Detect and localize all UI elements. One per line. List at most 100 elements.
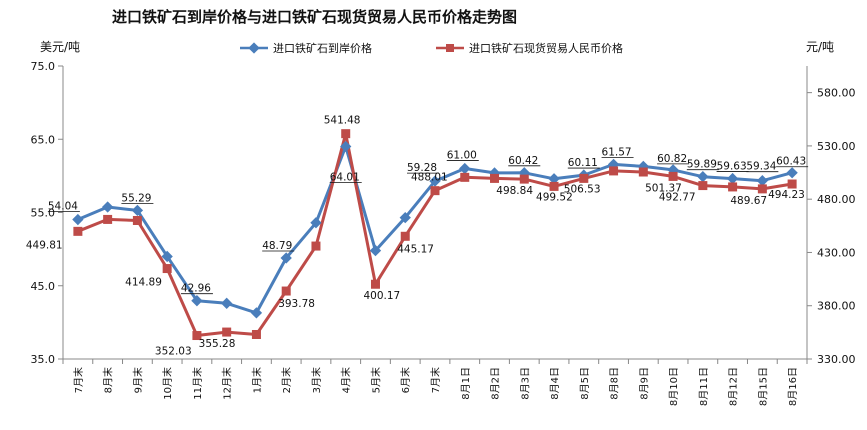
data-label-rmb-price: 393.78 bbox=[278, 298, 315, 310]
x-tick-label: 8月1日 bbox=[460, 367, 472, 400]
point-rmb-price bbox=[281, 286, 291, 296]
x-tick-label: 8月10日 bbox=[668, 367, 680, 406]
chart-title: 进口铁矿石到岸价格与进口铁矿石现货贸易人民币价格走势图 bbox=[112, 8, 517, 26]
x-tick-label: 3月末 bbox=[310, 367, 323, 393]
x-tick-label: 11月末 bbox=[191, 367, 204, 400]
point-cif-price bbox=[250, 307, 263, 319]
data-label-cif-price: 61.57 bbox=[602, 146, 632, 158]
right-tick-label: 430.00 bbox=[817, 246, 856, 259]
data-label-rmb-price: 492.77 bbox=[659, 192, 696, 204]
data-label-cif-price: 60.11 bbox=[568, 157, 598, 169]
data-label-cif-price: 48.79 bbox=[262, 240, 292, 252]
point-cif-price bbox=[369, 244, 382, 257]
x-tick-label: 8月11日 bbox=[698, 367, 710, 406]
data-label-cif-price: 60.43 bbox=[776, 156, 806, 168]
x-tick-label: 5月末 bbox=[369, 367, 382, 393]
point-rmb-price bbox=[341, 129, 351, 139]
point-rmb-price bbox=[579, 173, 589, 183]
x-tick-label: 8月15日 bbox=[757, 367, 769, 406]
data-label-cif-price: 55.29 bbox=[121, 192, 151, 204]
left-tick-label: 35.0 bbox=[31, 353, 56, 366]
point-cif-price bbox=[697, 171, 709, 183]
legend-label-rmb-price: 进口铁矿石现货贸易人民币价格 bbox=[469, 41, 623, 55]
data-label-rmb-price: 498.84 bbox=[496, 185, 533, 197]
data-label-rmb-price: 400.17 bbox=[363, 290, 400, 302]
point-cif-price bbox=[280, 252, 292, 264]
point-rmb-price bbox=[490, 173, 500, 183]
data-label-rmb-price: 445.17 bbox=[397, 243, 434, 255]
x-tick-label: 8月3日 bbox=[519, 367, 531, 400]
series-markers bbox=[72, 129, 798, 341]
point-cif-price bbox=[429, 175, 441, 187]
legend-label-cif-price: 进口铁矿石到岸价格 bbox=[273, 41, 372, 55]
point-rmb-price bbox=[73, 226, 83, 236]
left-tick-label: 75.0 bbox=[31, 60, 56, 73]
point-rmb-price bbox=[668, 171, 678, 181]
data-label-cif-price: 61.00 bbox=[447, 150, 477, 162]
point-rmb-price bbox=[698, 181, 708, 191]
point-cif-price bbox=[191, 295, 203, 307]
x-tick-label: 6月末 bbox=[399, 367, 412, 393]
x-tick-label: 4月末 bbox=[340, 367, 353, 393]
data-label-rmb-price: 541.48 bbox=[324, 115, 361, 127]
data-labels: 54.04 55.29 42.96 48.79 64.01 59.28 61.00 60.42… bbox=[26, 115, 809, 358]
data-label-rmb-price: 501.37 bbox=[645, 182, 682, 194]
x-tick-label: 7月末 bbox=[429, 367, 442, 393]
x-tick-label: 8月2日 bbox=[490, 367, 502, 400]
data-label-rmb-price: 494.23 bbox=[768, 189, 805, 201]
point-rmb-price bbox=[728, 182, 738, 192]
data-label-cif-price: 59.34 bbox=[746, 161, 776, 173]
right-tick-label: 330.00 bbox=[817, 353, 856, 366]
data-label-rmb-price: 488.01 bbox=[411, 172, 448, 184]
data-label-cif-price: 42.96 bbox=[181, 283, 211, 295]
data-label-rmb-price: 489.67 bbox=[730, 195, 767, 207]
point-cif-price bbox=[221, 297, 233, 309]
x-axis-ticks: 7月末 8月末 9月末 10月末 11月末 12月末 1月末 2月末 3月末 4月末 5月末 6月末 7… bbox=[62, 359, 808, 406]
left-axis-unit: 美元/吨 bbox=[40, 40, 80, 54]
legend-marker-cif-price bbox=[248, 42, 260, 54]
point-rmb-price bbox=[430, 186, 440, 196]
data-label-rmb-price: 414.89 bbox=[125, 277, 162, 289]
x-tick-label: 8月5日 bbox=[579, 367, 591, 400]
data-label-rmb-price: 506.53 bbox=[564, 183, 601, 195]
data-label-rmb-price: 352.03 bbox=[155, 346, 192, 358]
point-cif-price bbox=[726, 172, 739, 185]
x-tick-label: 7月末 bbox=[72, 367, 85, 393]
point-rmb-price bbox=[251, 329, 261, 339]
right-axis-unit: 元/吨 bbox=[806, 40, 834, 54]
legend-marker-rmb-price bbox=[446, 44, 454, 52]
legend: 进口铁矿石到岸价格 进口铁矿石现货贸易人民币价格 bbox=[240, 41, 623, 55]
point-cif-price bbox=[310, 217, 322, 229]
point-cif-price bbox=[101, 201, 114, 213]
x-tick-label: 2月末 bbox=[280, 367, 293, 393]
left-tick-label: 55.0 bbox=[31, 207, 56, 220]
point-cif-price bbox=[548, 173, 560, 185]
point-rmb-price bbox=[787, 179, 797, 189]
right-tick-label: 580.00 bbox=[817, 87, 856, 100]
x-tick-label: 8月8日 bbox=[609, 367, 621, 400]
x-tick-label: 8月16日 bbox=[787, 367, 799, 406]
point-rmb-price bbox=[222, 327, 232, 337]
right-tick-label: 530.00 bbox=[817, 140, 856, 153]
point-cif-price bbox=[131, 204, 144, 217]
data-label-cif-price: 64.01 bbox=[330, 172, 360, 184]
x-tick-label: 10月末 bbox=[161, 367, 174, 400]
data-label-cif-price: 59.28 bbox=[407, 162, 437, 174]
x-tick-label: 1月末 bbox=[250, 367, 263, 393]
point-cif-price bbox=[72, 213, 84, 226]
point-cif-price bbox=[786, 167, 798, 179]
point-rmb-price bbox=[311, 241, 321, 251]
right-tick-label: 380.00 bbox=[817, 300, 856, 313]
data-label-cif-price: 59.89 bbox=[687, 159, 717, 171]
point-cif-price bbox=[459, 162, 471, 175]
left-tick-label: 45.0 bbox=[31, 280, 56, 293]
data-label-rmb-price: 355.28 bbox=[199, 338, 236, 350]
point-rmb-price bbox=[132, 215, 142, 225]
x-tick-label: 8月12日 bbox=[728, 367, 740, 406]
x-tick-label: 8月4日 bbox=[549, 367, 561, 400]
x-tick-label: 9月末 bbox=[131, 367, 144, 393]
point-rmb-price bbox=[638, 167, 648, 177]
right-axis-ticks: 330.00 380.00 430.00 480.00 530.00 580.00 bbox=[807, 87, 856, 366]
point-cif-price bbox=[340, 140, 352, 153]
